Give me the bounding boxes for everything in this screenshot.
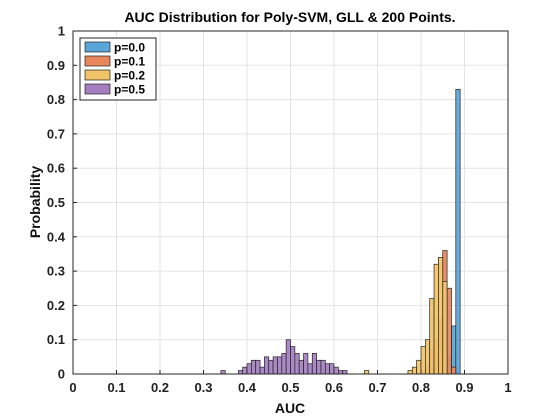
x-tick-label: 0.5 xyxy=(281,380,299,395)
x-axis-ticks: 0 0.1 0.2 0.3 0.4 0.5 0.6 0.7 0.8 0.9 1 xyxy=(69,370,512,395)
histogram-bar xyxy=(242,366,248,375)
histogram-bar xyxy=(329,363,335,375)
histogram-bar xyxy=(451,366,457,375)
histogram-bar xyxy=(281,353,287,375)
histogram-bars xyxy=(220,88,461,375)
x-tick-label: 0.1 xyxy=(107,380,125,395)
histogram-bar xyxy=(290,346,296,375)
y-tick-label: 0.6 xyxy=(47,161,65,176)
histogram-bar xyxy=(264,356,270,375)
x-tick-label: 0.9 xyxy=(455,380,473,395)
y-tick-label: 0.9 xyxy=(47,58,65,73)
histogram-bar xyxy=(425,339,431,375)
histogram-bar xyxy=(433,263,439,375)
histogram-bar xyxy=(268,359,274,375)
histogram-bar xyxy=(338,370,344,375)
histogram-bar xyxy=(246,363,252,375)
legend-swatch xyxy=(84,69,111,81)
y-tick-label: 0.4 xyxy=(47,229,66,244)
histogram-bar xyxy=(320,359,326,375)
x-tick-label: 0 xyxy=(69,380,76,395)
y-tick-label: 0.2 xyxy=(47,298,65,313)
histogram-bar xyxy=(277,356,283,375)
x-axis-title: AUC xyxy=(275,400,305,416)
x-tick-label: 0.4 xyxy=(238,380,257,395)
y-axis-title: Probability xyxy=(27,166,43,239)
y-tick-label: 0 xyxy=(58,367,65,382)
histogram-bar xyxy=(429,298,435,375)
legend-swatch xyxy=(84,55,111,67)
legend-swatch xyxy=(84,83,111,95)
y-tick-label: 1 xyxy=(58,24,65,39)
histogram-bar xyxy=(259,366,265,375)
histogram-bar xyxy=(251,359,257,375)
histogram-bar xyxy=(333,366,339,375)
histogram-bar xyxy=(407,370,413,375)
x-tick-label: 0.6 xyxy=(325,380,343,395)
histogram-bar xyxy=(237,370,244,375)
y-tick-label: 0.5 xyxy=(47,195,65,210)
y-tick-label: 0.8 xyxy=(47,92,65,107)
histogram-bar xyxy=(416,359,422,375)
histogram-bar xyxy=(272,356,278,375)
histogram-bar xyxy=(442,281,448,375)
histogram-bar xyxy=(324,363,330,375)
histogram-bar xyxy=(420,346,426,375)
legend-label: p=0.5 xyxy=(114,83,145,97)
histogram-bar xyxy=(446,287,452,375)
chart-title: AUC Distribution for Poly-SVM, GLL & 200… xyxy=(124,9,455,25)
histogram-bar xyxy=(294,353,300,375)
histogram-bar xyxy=(455,88,461,375)
legend-label: p=0.0 xyxy=(114,41,145,55)
y-tick-label: 0.3 xyxy=(47,264,65,279)
histogram-bar xyxy=(438,257,444,375)
histogram-bar xyxy=(298,359,304,375)
x-tick-label: 0.3 xyxy=(194,380,212,395)
y-tick-label: 0.1 xyxy=(47,332,65,347)
x-tick-label: 1 xyxy=(504,380,511,395)
histogram-bar xyxy=(303,353,309,375)
histogram-bar xyxy=(285,339,291,375)
legend: p=0.0p=0.1p=0.2p=0.5 xyxy=(79,37,157,101)
histogram-bar xyxy=(316,359,322,375)
x-tick-label: 0.8 xyxy=(412,380,430,395)
y-tick-label: 0.7 xyxy=(47,126,65,141)
legend-label: p=0.2 xyxy=(114,69,145,83)
histogram-bar xyxy=(307,363,313,375)
histogram-bar xyxy=(220,370,226,375)
histogram-bar xyxy=(255,359,261,375)
histogram-bar xyxy=(311,353,317,375)
histogram-bar xyxy=(342,370,348,375)
x-tick-label: 0.7 xyxy=(368,380,386,395)
y-axis-ticks: 0 0.1 0.2 0.3 0.4 0.5 0.6 0.7 0.8 0.9 1 xyxy=(47,24,77,382)
x-tick-label: 0.2 xyxy=(151,380,169,395)
legend-swatch xyxy=(84,41,111,53)
histogram-bar xyxy=(364,370,370,375)
histogram-bar xyxy=(411,366,417,375)
legend-label: p=0.1 xyxy=(114,55,145,69)
